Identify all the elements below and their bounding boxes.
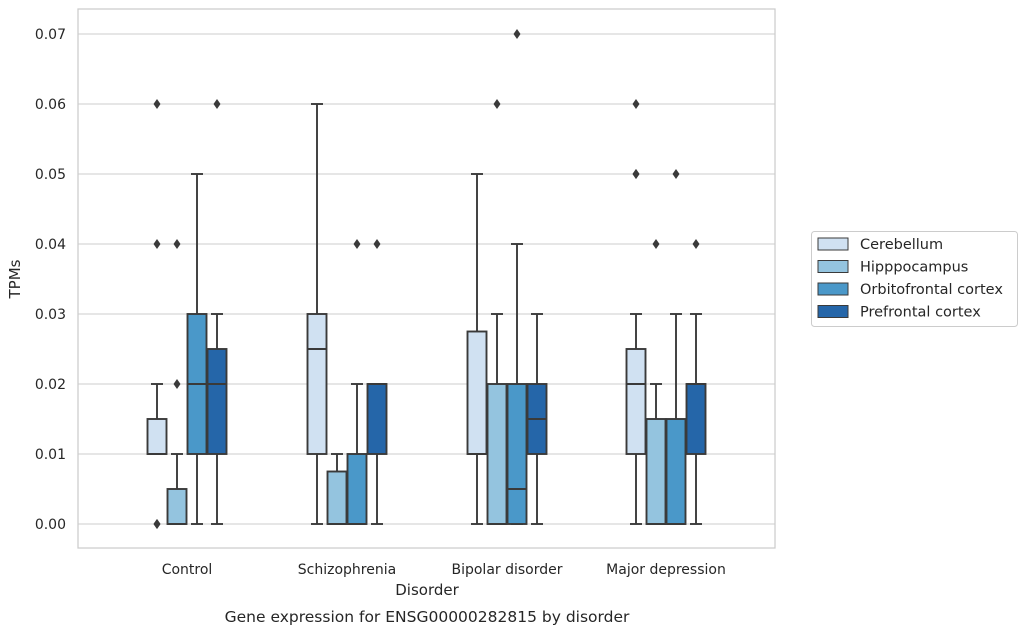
box-element	[625, 99, 647, 525]
outlier-marker	[513, 29, 521, 39]
figure-caption: Gene expression for ENSG00000282815 by d…	[225, 608, 630, 626]
y-axis-title: TPMs	[6, 259, 24, 299]
y-axis-ticks: 0.00 0.01 0.02 0.03 0.04 0.05 0.06 0.07	[35, 27, 66, 533]
box-element	[206, 99, 228, 525]
outlier-marker	[672, 169, 680, 179]
box-iqr	[466, 330, 488, 455]
outlier-marker	[632, 99, 640, 109]
box-element	[326, 453, 348, 525]
legend-swatch	[817, 237, 849, 251]
box-element	[346, 239, 368, 525]
x-tick-label: Control	[162, 562, 213, 578]
legend-label: Hipppocampus	[860, 260, 968, 276]
legend: Cerebellum Hipppocampus Orbitofrontal cort…	[811, 231, 1018, 327]
x-axis-ticks: Control Schizophrenia Bipolar disorder Majo…	[162, 562, 726, 578]
box-series	[146, 29, 707, 529]
y-tick-label: 0.05	[35, 167, 66, 183]
box-iqr	[346, 453, 368, 525]
outlier-marker	[493, 99, 501, 109]
series-orbitofrontal-cortex	[186, 29, 687, 525]
box-element	[685, 239, 707, 525]
legend-label: Cerebellum	[860, 237, 943, 253]
box-element	[186, 173, 208, 525]
outlier-marker	[353, 239, 361, 249]
outlier-marker	[213, 99, 221, 109]
y-tick-label: 0.04	[35, 237, 66, 253]
box-element	[645, 239, 667, 525]
x-tick-label: Bipolar disorder	[451, 562, 562, 578]
series-cerebellum	[146, 99, 647, 529]
y-tick-label: 0.00	[35, 517, 66, 533]
outlier-marker	[652, 239, 660, 249]
outlier-marker	[692, 239, 700, 249]
y-tick-label: 0.01	[35, 447, 66, 463]
outlier-marker	[173, 239, 181, 249]
box-iqr	[625, 348, 647, 455]
y-tick-label: 0.03	[35, 307, 66, 323]
box-iqr	[366, 383, 388, 455]
box-element	[366, 239, 388, 525]
outlier-marker	[373, 239, 381, 249]
x-axis-title: Disorder	[395, 581, 459, 599]
box-iqr	[146, 418, 168, 455]
y-tick-label: 0.06	[35, 97, 66, 113]
legend-swatch	[817, 305, 849, 318]
legend-frame	[811, 231, 1018, 327]
box-element	[506, 29, 528, 525]
box-element	[306, 103, 328, 525]
box-iqr	[306, 313, 328, 455]
legend-label: Prefrontal cortex	[860, 305, 981, 321]
box-iqr	[166, 488, 188, 525]
plot-frame	[77, 8, 776, 549]
series-hipppocampus	[166, 99, 667, 525]
box-element	[486, 99, 508, 525]
legend-swatch	[817, 260, 849, 273]
x-tick-label: Major depression	[606, 562, 726, 578]
box-iqr	[206, 348, 228, 455]
box-iqr	[486, 383, 508, 525]
series-prefrontal-cortex	[206, 99, 707, 525]
box-iqr	[665, 418, 687, 525]
box-element	[146, 99, 168, 529]
box-element	[665, 169, 687, 525]
y-tick-label: 0.07	[35, 27, 66, 43]
y-tick-label: 0.02	[35, 377, 66, 393]
x-tick-label: Schizophrenia	[298, 562, 396, 578]
box-iqr	[506, 383, 528, 525]
outlier-marker	[632, 169, 640, 179]
box-element	[166, 239, 188, 525]
outlier-marker	[153, 519, 161, 529]
box-element	[526, 313, 548, 525]
box-iqr	[326, 470, 348, 525]
box-iqr	[685, 383, 707, 455]
box-element	[466, 173, 488, 525]
outlier-marker	[153, 239, 161, 249]
legend-swatch	[817, 282, 849, 296]
box-iqr	[645, 418, 667, 525]
legend-label: Orbitofrontal cortex	[860, 282, 1003, 298]
outlier-marker	[153, 99, 161, 109]
outlier-marker	[173, 379, 181, 389]
